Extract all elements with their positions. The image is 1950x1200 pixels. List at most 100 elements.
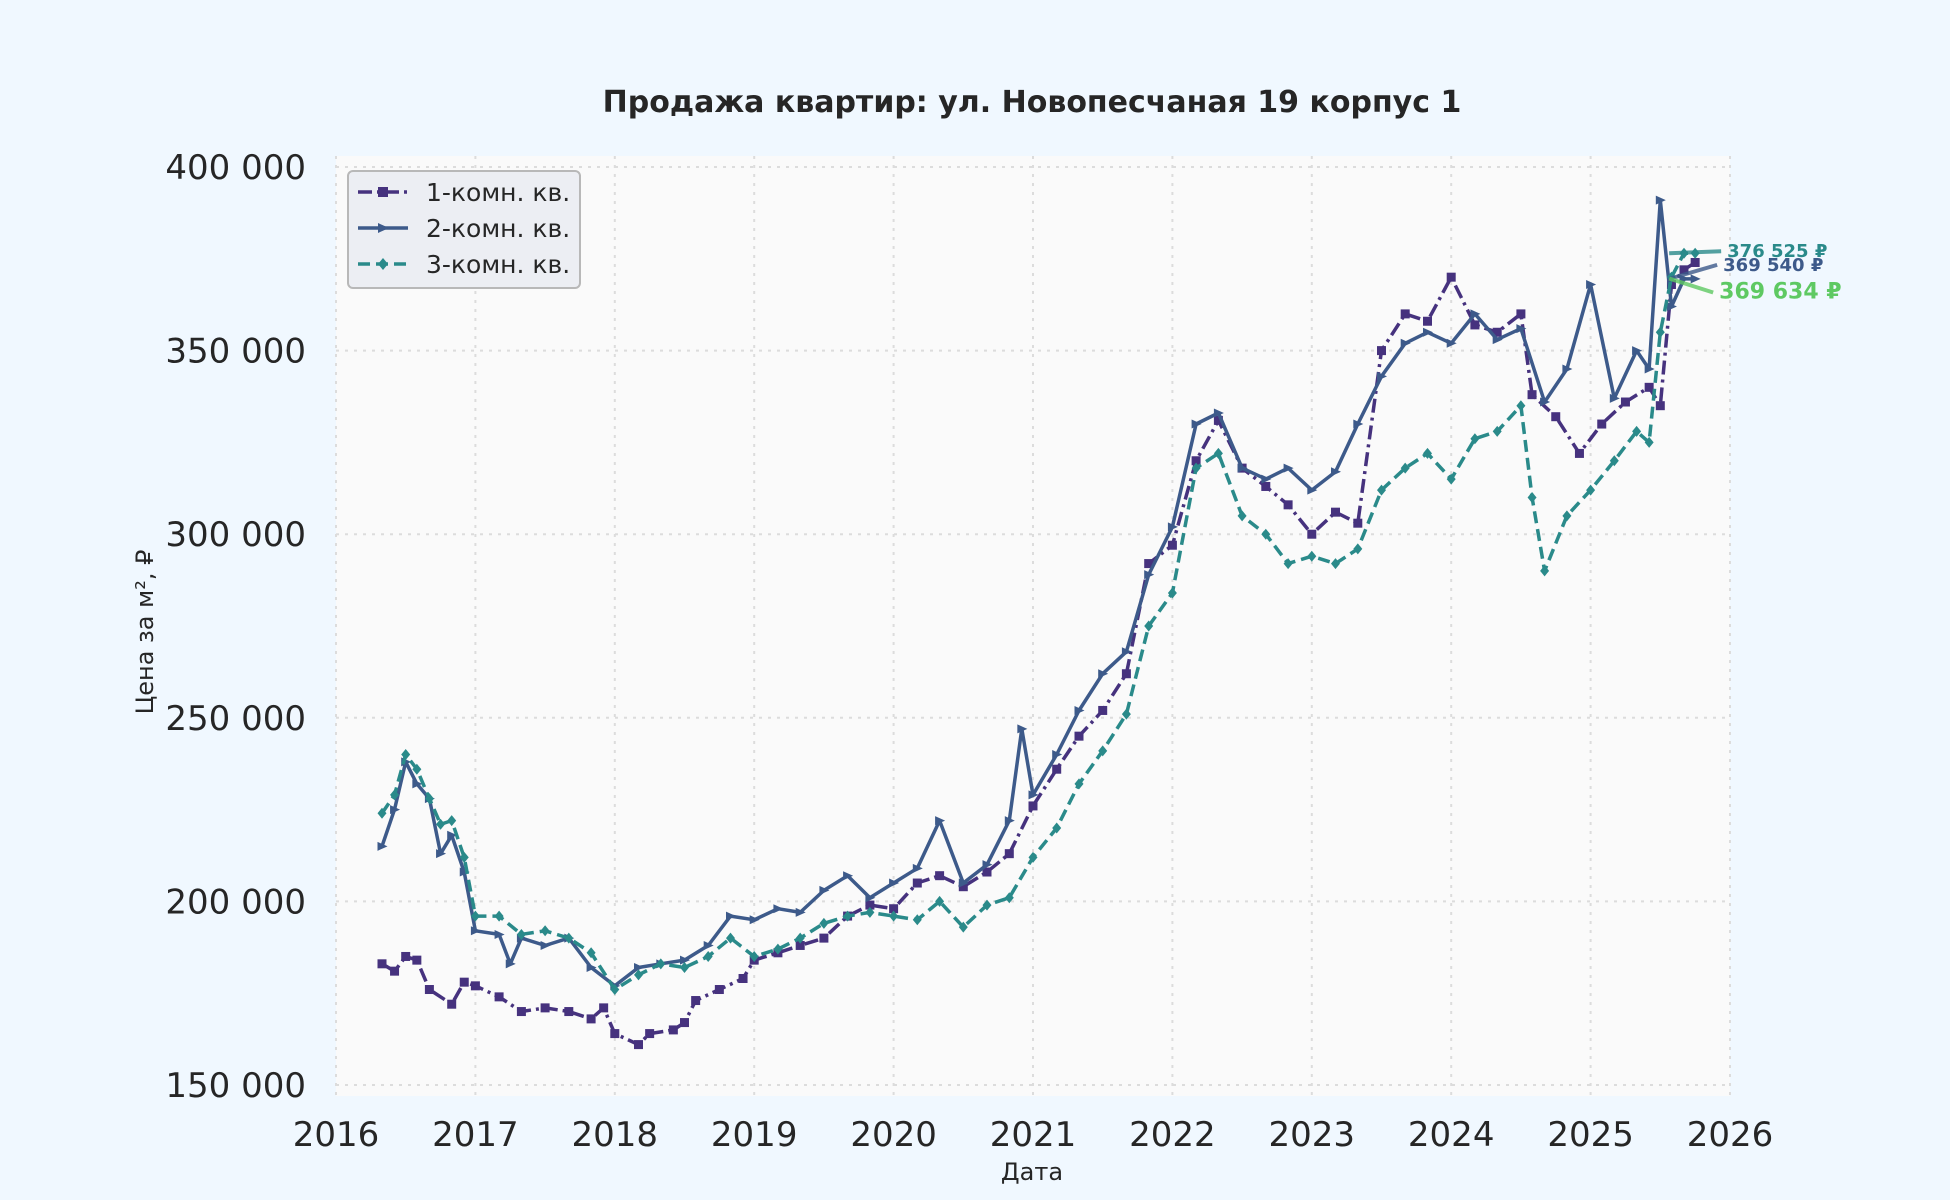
data-point <box>680 1018 689 1028</box>
data-point <box>1377 371 1387 381</box>
data-point <box>494 910 504 922</box>
y-tick-label: 350 000 <box>165 332 306 372</box>
data-point <box>1004 849 1014 859</box>
data-point <box>1167 540 1177 550</box>
data-point <box>1632 346 1643 356</box>
data-point <box>540 940 551 950</box>
data-point <box>1074 778 1084 790</box>
data-point <box>599 1003 609 1013</box>
data-point <box>1028 801 1038 811</box>
annotation-label: 369 634 ₽ <box>1719 280 1841 305</box>
data-point <box>1307 485 1318 495</box>
data-point <box>1586 280 1597 290</box>
data-point <box>912 878 922 888</box>
data-point <box>377 841 388 851</box>
data-point <box>1492 327 1502 337</box>
data-point <box>1191 456 1201 466</box>
data-point <box>1516 400 1526 412</box>
data-point <box>691 996 701 1006</box>
data-point <box>1551 412 1561 422</box>
data-point <box>633 969 643 981</box>
data-point <box>390 966 400 976</box>
data-point <box>1620 397 1630 407</box>
data-point <box>843 910 853 922</box>
data-point <box>470 981 480 991</box>
data-point <box>1666 302 1677 312</box>
annotation-arrow <box>1668 276 1714 295</box>
data-point <box>1307 550 1317 562</box>
data-point <box>958 921 968 933</box>
data-point <box>1098 705 1108 715</box>
data-point <box>401 951 411 961</box>
data-point <box>958 878 969 888</box>
data-point <box>1283 463 1294 473</box>
series-line <box>380 198 1696 988</box>
data-point <box>540 925 550 937</box>
annotation-arrow <box>1669 249 1722 256</box>
data-point <box>982 899 992 911</box>
data-point <box>1655 326 1665 338</box>
data-point <box>958 882 968 892</box>
x-tick-label: 2025 <box>1547 1115 1634 1155</box>
data-point <box>1121 647 1132 657</box>
data-point <box>1655 195 1666 205</box>
series-3-group <box>377 247 1700 996</box>
data-point <box>377 959 387 969</box>
data-point <box>1516 324 1527 334</box>
data-point <box>680 961 689 973</box>
x-tick-label: 2023 <box>1269 1115 1356 1155</box>
data-point <box>1470 433 1480 445</box>
data-point <box>1353 543 1363 555</box>
data-point <box>982 867 992 877</box>
data-point <box>1237 510 1247 522</box>
data-point <box>390 789 400 801</box>
data-point <box>1144 570 1155 580</box>
data-point <box>726 911 737 921</box>
legend-marker <box>378 223 389 233</box>
data-point <box>1527 390 1537 400</box>
data-point <box>470 926 481 936</box>
x-tick-label: 2016 <box>293 1115 380 1155</box>
data-point <box>1167 587 1177 599</box>
data-point <box>738 974 748 983</box>
data-point <box>586 962 597 972</box>
data-point <box>1213 415 1223 425</box>
data-point <box>889 910 899 922</box>
data-point <box>1191 462 1201 474</box>
data-point <box>1644 436 1654 448</box>
data-point <box>1261 481 1271 491</box>
data-point <box>1679 265 1689 275</box>
data-point <box>1400 338 1411 348</box>
data-point <box>1052 822 1062 834</box>
data-point <box>424 793 434 805</box>
legend-label: 3-комн. кв. <box>426 250 570 279</box>
data-point <box>1004 816 1015 826</box>
data-point <box>1121 708 1131 720</box>
data-point <box>819 885 830 895</box>
data-point <box>656 958 666 970</box>
y-tick-label: 200 000 <box>165 882 306 922</box>
x-tick-label: 2020 <box>850 1115 937 1155</box>
data-point <box>1609 455 1619 467</box>
data-point <box>377 807 387 819</box>
data-point <box>1574 448 1584 458</box>
annotation-label: 369 540 ₽ <box>1723 255 1823 276</box>
data-point <box>1423 327 1434 337</box>
data-point <box>1330 507 1340 517</box>
legend-label: 2-комн. кв. <box>426 214 570 243</box>
legend: 1-комн. кв. 2-комн. кв. 3-комн. кв. <box>347 170 581 289</box>
y-axis-label: Цена за м², ₽ <box>131 550 159 715</box>
data-point <box>1167 522 1178 532</box>
data-point <box>447 999 457 1009</box>
data-point <box>1191 419 1202 429</box>
data-point <box>1644 382 1654 392</box>
data-point <box>935 895 945 907</box>
data-point <box>935 871 945 881</box>
data-point <box>424 985 434 995</box>
data-point <box>714 985 724 995</box>
x-tick-label: 2017 <box>432 1115 519 1155</box>
data-point <box>1098 745 1108 757</box>
data-point <box>1609 393 1620 403</box>
